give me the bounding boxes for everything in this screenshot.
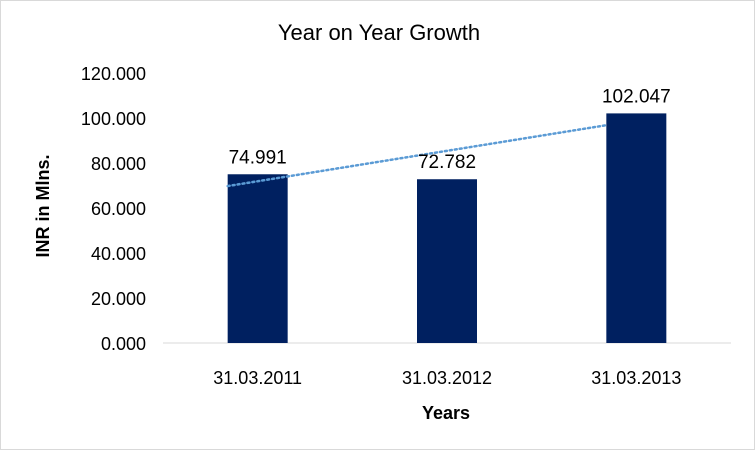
data-label: 102.047 xyxy=(602,86,671,107)
bar xyxy=(227,174,288,343)
y-axis-title: INR in Mlns. xyxy=(33,155,53,258)
x-tick-label: 31.03.2012 xyxy=(402,368,492,388)
bar xyxy=(417,179,477,343)
y-tick-label: 120.000 xyxy=(81,64,146,84)
trendline-group xyxy=(226,123,608,188)
data-label: 74.991 xyxy=(229,147,287,168)
y-tick-label: 20.000 xyxy=(91,289,146,309)
y-axis-ticks: 0.000 20.000 40.000 60.000 80.000 100.000 120.… xyxy=(81,64,146,354)
x-axis-title: Years xyxy=(422,403,470,423)
y-tick-label: 80.000 xyxy=(91,154,146,174)
bars xyxy=(227,113,667,343)
y-tick-label: 100.000 xyxy=(81,109,146,129)
data-label: 72.782 xyxy=(418,152,476,173)
y-tick-label: 60.000 xyxy=(91,199,146,219)
trendline xyxy=(226,123,608,188)
y-tick-label: 40.000 xyxy=(91,244,146,264)
bar xyxy=(606,113,667,343)
y-tick-label: 0.000 xyxy=(101,334,146,354)
chart-title: Year on Year Growth xyxy=(278,20,480,45)
data-labels: 74.991 72.782 102.047 xyxy=(229,86,671,173)
x-axis-ticks: 31.03.2011 31.03.2012 31.03.2013 xyxy=(213,368,681,388)
x-tick-label: 31.03.2011 xyxy=(213,368,302,388)
x-tick-label: 31.03.2013 xyxy=(591,368,681,388)
